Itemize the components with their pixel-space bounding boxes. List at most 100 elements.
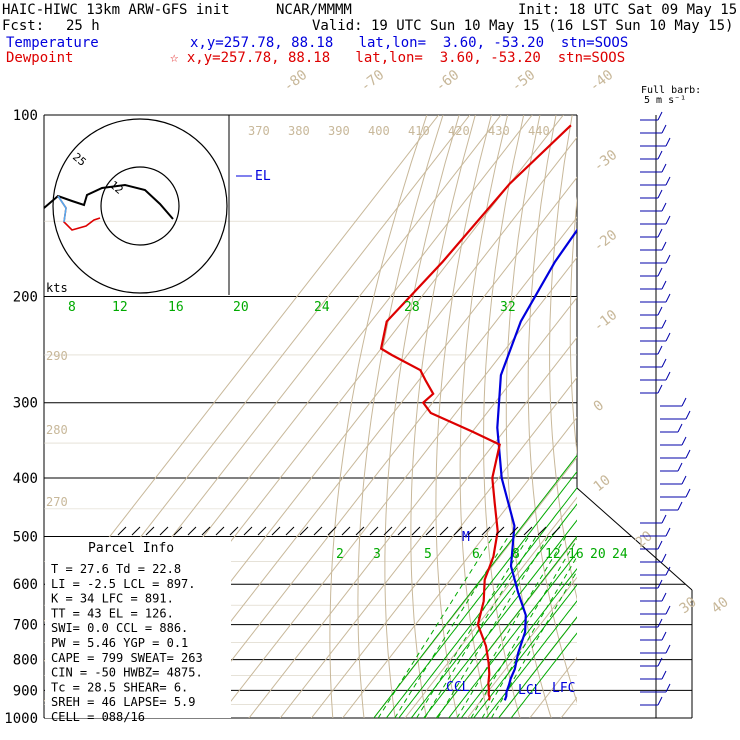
parcel-info-row: K = 34 LFC = 891. — [51, 592, 174, 606]
isotherm-label: 40 — [709, 594, 732, 617]
freezing-hatch-mark — [509, 526, 519, 536]
wind-barb-flag — [665, 254, 671, 264]
freezing-hatch-mark — [537, 526, 547, 536]
mixing-ratio-label-low: 20 — [590, 547, 606, 562]
wind-barb-flag — [657, 306, 663, 316]
isotherm-label: 0 — [591, 397, 607, 415]
theta-label-left: 270 — [46, 495, 68, 509]
wind-barb-flag — [665, 137, 671, 147]
temperature-location: x,y=257.78, 88.18 lat,lon= 3.60, -53.20 … — [190, 35, 629, 51]
pressure-tick-label: 700 — [13, 618, 38, 634]
freezing-hatch-mark — [481, 526, 491, 536]
moist-adiabat-line — [473, 584, 577, 718]
isotherm-label: 20 — [633, 528, 656, 551]
pressure-tick-label: 400 — [13, 471, 38, 487]
moist-adiabat-line — [385, 470, 577, 718]
isotherm-line — [217, 256, 577, 718]
wind-barb-flag — [661, 241, 667, 251]
wind-barb-flag — [677, 423, 683, 433]
isotherm-line — [279, 336, 577, 718]
hodograph-ring-label: 25 — [70, 150, 89, 168]
hodograph-units: kts — [46, 281, 68, 295]
mixing-ratio-label-low: 5 — [424, 547, 432, 562]
wind-barb-flag — [657, 150, 663, 160]
wind-barb-flag — [685, 488, 691, 498]
mixing-ratio-line — [470, 538, 577, 718]
mixing-ratio-label-low: 6 — [472, 547, 480, 562]
dry-adiabat-line — [569, 196, 577, 457]
wind-barb-flag — [661, 319, 667, 329]
isotherm-label: 10 — [591, 472, 614, 495]
freezing-hatch-mark — [257, 526, 267, 536]
freezing-hatch-mark — [383, 526, 393, 536]
freezing-hatch-mark — [117, 526, 127, 536]
isotherm-label: -30 — [591, 147, 621, 175]
dry-adiabat-line — [648, 115, 740, 718]
freezing-hatch-mark — [453, 526, 463, 536]
hodograph-outer-ring — [52, 118, 228, 294]
pressure-tick-label: 100 — [13, 108, 38, 124]
wind-barb-flag — [665, 644, 671, 654]
freezing-hatch-mark — [327, 526, 337, 536]
freezing-hatch-mark — [355, 526, 365, 536]
freezing-hatch-mark — [187, 526, 197, 536]
isotherm-line — [560, 696, 577, 718]
freezing-hatch-mark — [313, 526, 323, 536]
freezing-hatch-mark — [285, 526, 295, 536]
isotherm-label: -10 — [591, 307, 621, 335]
freezing-hatch-mark — [341, 526, 351, 536]
freezing-hatch-mark — [495, 526, 505, 536]
parcel-info-row: CELL = 088/16 — [51, 710, 145, 724]
fcst-label: Fcst: — [2, 18, 45, 34]
pressure-tick-label: 200 — [13, 290, 38, 306]
wind-barb-flag — [657, 540, 663, 550]
theta-label-left: 290 — [46, 349, 68, 363]
parcel-info-row: T = 27.6 Td = 22.8 — [51, 562, 181, 576]
theta-label: 370 — [248, 124, 270, 138]
barb-legend-title: Full barb: — [641, 85, 702, 96]
mixing-ratio-label: 8 — [68, 300, 76, 315]
moist-adiabat-line — [460, 567, 577, 718]
parcel-info-row: LI = -2.5 LCL = 897. — [51, 577, 196, 591]
plot-right-border-diag — [576, 487, 693, 591]
isotherm-line — [186, 216, 577, 718]
dewpoint-legend: Dewpoint — [6, 50, 74, 66]
wind-barb-flag — [661, 592, 667, 602]
moist-adiabat-line — [398, 487, 577, 718]
dry-adiabat-line — [718, 115, 740, 718]
theta-label: 420 — [448, 124, 470, 138]
wind-barb-flag — [661, 670, 667, 680]
mixing-ratio-label: 24 — [314, 300, 330, 315]
moist-adiabat-line — [435, 535, 577, 718]
wind-barb-flag — [661, 553, 667, 563]
mixing-ratio-label-low: 24 — [612, 547, 628, 562]
wind-barb-flag — [665, 371, 671, 381]
pressure-tick-label: 500 — [13, 529, 38, 545]
dewpoint-profile — [379, 124, 572, 701]
wind-barb-flag — [661, 358, 667, 368]
parcel-info-row: PW = 5.46 YGP = 0.1 — [51, 636, 188, 650]
mixing-ratio-label-low: 8 — [512, 547, 520, 562]
hodograph-trace-low — [57, 195, 101, 231]
moist-adiabat-line — [423, 519, 577, 718]
dry-adiabat-line — [549, 115, 577, 601]
mixing-ratio-label: 20 — [233, 300, 249, 315]
theta-label: 380 — [288, 124, 310, 138]
moist-adiabat-line — [510, 632, 577, 718]
parcel-info-title: Parcel Info — [88, 541, 174, 556]
wind-barb-flag — [657, 657, 663, 667]
wind-barb-flag — [657, 267, 663, 277]
parcel-info-row: Tc = 28.5 SHEAR= 6. — [51, 680, 188, 694]
mixing-ratio-line — [481, 555, 577, 718]
isotherm-label: 30 — [677, 594, 700, 617]
freezing-hatch-mark — [467, 526, 477, 536]
isotherm-line — [529, 656, 577, 718]
freezing-hatch-mark — [145, 526, 155, 536]
dry-adiabat-line — [666, 115, 740, 718]
moist-adiabat-line — [498, 616, 577, 718]
isotherm-line — [342, 416, 577, 718]
dry-adiabat-line — [410, 115, 476, 718]
wind-barb-flag — [681, 436, 687, 446]
hodograph-trace-mid — [57, 195, 67, 223]
temperature-legend: Temperature — [6, 35, 99, 51]
